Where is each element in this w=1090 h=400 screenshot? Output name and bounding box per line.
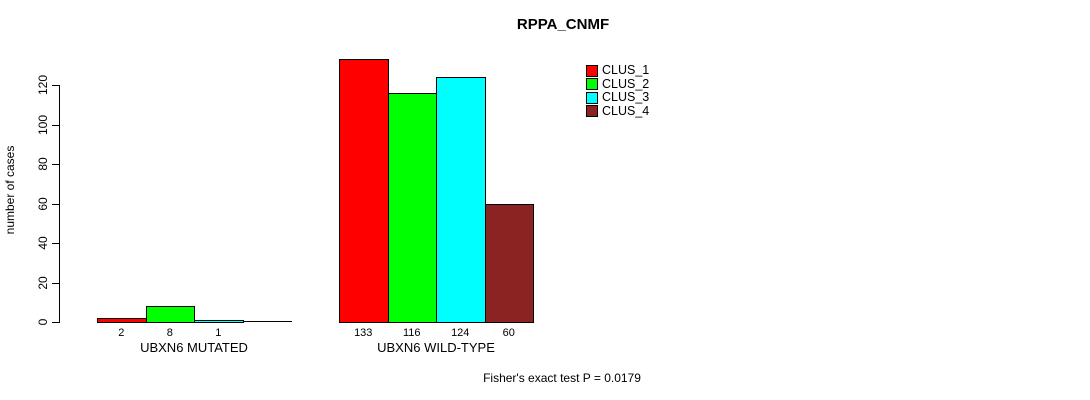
y-axis-line [59, 85, 60, 323]
legend-swatch-icon [586, 78, 598, 91]
x-category-label: UBXN6 WILD-TYPE [377, 340, 495, 355]
chart-title: RPPA_CNMF [516, 16, 610, 33]
x-category-label: UBXN6 MUTATED [140, 340, 248, 355]
bar-value-label: 60 [502, 327, 515, 339]
y-axis-tick [52, 322, 59, 323]
bar-clus-1-group1 [97, 318, 147, 323]
bar-value-label: 116 [402, 327, 421, 339]
legend-label: CLUS_3 [602, 90, 650, 105]
bar-value-label: 8 [166, 327, 173, 339]
bar-clus-4-group1-zero [242, 321, 292, 322]
y-tick-label: 100 [36, 114, 50, 135]
legend-label: CLUS_2 [602, 76, 650, 91]
y-tick-label: 120 [36, 74, 50, 96]
legend-label: CLUS_1 [602, 63, 650, 78]
bar-value-label: 133 [354, 327, 373, 339]
bar-clus-1-group2 [339, 59, 389, 323]
legend-item: CLUS_3 [586, 91, 649, 105]
y-axis-tick [52, 85, 59, 86]
legend-item: CLUS_2 [586, 76, 650, 92]
bar-value-label: 2 [118, 327, 125, 339]
legend-item: CLUS_1 [586, 64, 649, 78]
y-axis-tick [52, 203, 59, 205]
bar-clus-3-group1 [194, 320, 244, 323]
fisher-test-annotation: Fisher's exact test P = 0.0179 [483, 371, 641, 385]
y-tick-label: 40 [36, 236, 50, 250]
y-tick-label: 80 [36, 157, 50, 171]
bar-value-label: 1 [215, 327, 222, 339]
bar-clus-2-group2 [387, 92, 437, 323]
y-axis-tick [52, 243, 59, 244]
bar-clus-3-group2 [436, 77, 486, 323]
y-axis-title: number of cases [3, 145, 17, 235]
bar-clus-2-group1 [145, 306, 195, 323]
y-axis-tick [52, 124, 59, 126]
bar-clus-4-group2 [484, 203, 534, 323]
legend-swatch-icon [586, 64, 598, 77]
legend: CLUS_1 CLUS_2 CLUS_3 CLUS_4 [586, 64, 649, 118]
y-axis-tick [52, 164, 59, 165]
legend-item: CLUS_4 [586, 103, 650, 119]
bar-value-label: 124 [451, 327, 470, 339]
legend-swatch-icon [586, 105, 598, 118]
y-tick-label: 60 [36, 196, 50, 211]
legend-label: CLUS_4 [602, 103, 650, 118]
y-tick-label: 0 [36, 318, 50, 326]
y-tick-label: 20 [36, 275, 50, 290]
legend-swatch-icon [586, 91, 598, 104]
y-axis-tick [52, 282, 59, 284]
